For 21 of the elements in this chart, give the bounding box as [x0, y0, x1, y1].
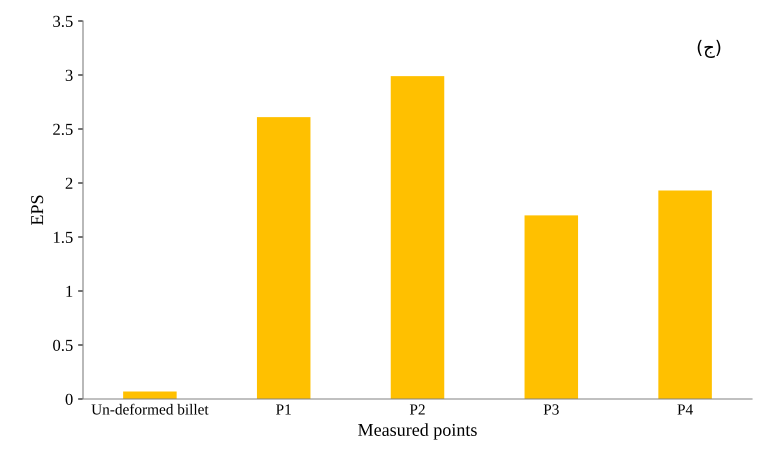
y-tick-label: 3	[66, 70, 73, 81]
bar	[123, 391, 177, 399]
y-tick-label: 1	[66, 286, 72, 297]
x-tick-label: Un-deformed billet	[91, 404, 209, 415]
y-tick-label: 2.5	[53, 124, 73, 136]
x-tick-label: P1	[276, 404, 291, 414]
bar	[390, 76, 444, 399]
x-tick-label: P2	[410, 404, 425, 414]
x-axis-title: Measured points	[358, 423, 477, 440]
y-tick-label: 0.5	[53, 340, 73, 352]
annotation: (ج)	[698, 40, 720, 58]
y-axis-title: EPS	[31, 196, 44, 226]
bar	[658, 190, 712, 399]
x-tick-label: P4	[677, 404, 693, 414]
y-tick-label: 1.5	[54, 232, 73, 244]
y-tick-label: 3.5	[53, 16, 73, 28]
y-tick-label: 0	[66, 394, 73, 405]
y-tick-label: 2	[66, 178, 72, 189]
bar	[524, 215, 578, 399]
x-tick-label: P3	[544, 404, 559, 415]
bar	[256, 117, 310, 399]
